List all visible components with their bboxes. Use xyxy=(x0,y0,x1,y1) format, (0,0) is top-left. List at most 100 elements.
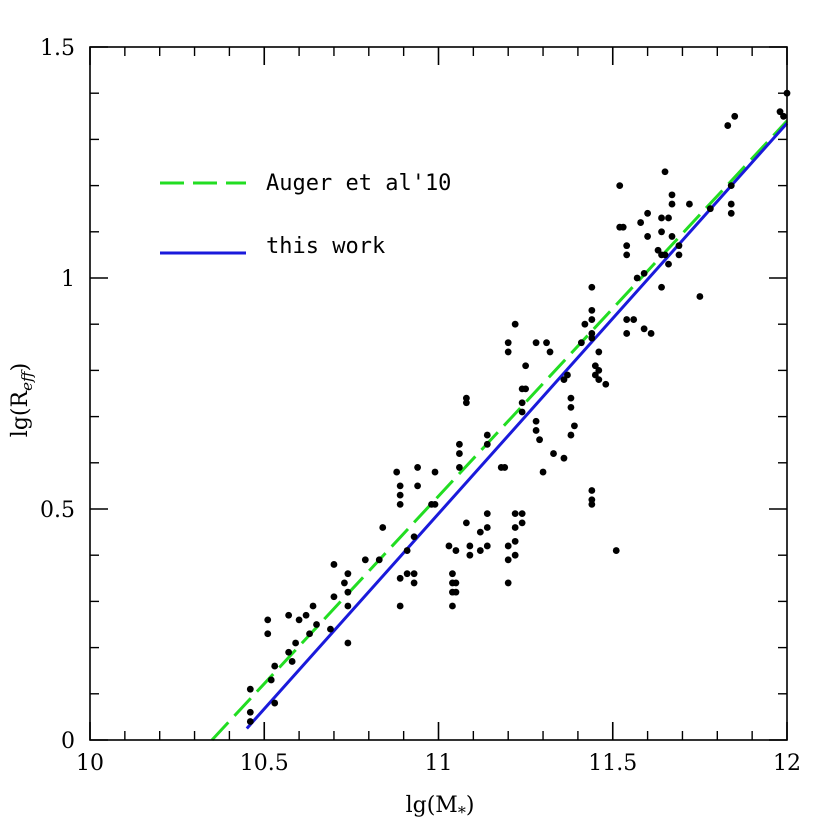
data-point xyxy=(452,547,460,554)
fit-line-this-work xyxy=(245,122,789,730)
data-point xyxy=(665,214,672,222)
data-point xyxy=(640,325,648,333)
fit-line-auger xyxy=(210,119,789,742)
data-point xyxy=(264,630,272,638)
x-tick-label: 10.5 xyxy=(240,751,289,776)
data-point xyxy=(483,510,491,518)
data-point xyxy=(449,570,456,578)
data-point xyxy=(571,422,578,430)
data-point xyxy=(550,450,557,457)
data-point xyxy=(612,547,620,554)
data-point xyxy=(511,510,519,518)
data-point xyxy=(668,200,676,208)
data-point xyxy=(462,399,470,407)
data-point xyxy=(661,251,669,259)
data-point xyxy=(431,468,439,476)
data-point xyxy=(511,524,519,531)
data-point xyxy=(658,214,665,222)
data-point xyxy=(595,348,603,356)
data-point xyxy=(623,330,631,337)
data-point xyxy=(393,468,401,476)
data-point xyxy=(264,616,272,624)
data-point xyxy=(668,191,676,199)
data-point xyxy=(344,602,352,610)
y-axis-label: lg(Reff) xyxy=(8,363,36,437)
legend-label-auger: Auger et al'10 xyxy=(266,171,451,196)
data-point xyxy=(246,718,254,725)
x-tick-label: 12 xyxy=(773,751,801,776)
data-point xyxy=(665,260,672,268)
data-point xyxy=(483,524,491,531)
data-point xyxy=(647,330,655,337)
data-point xyxy=(588,487,596,494)
data-point xyxy=(288,658,296,665)
data-point xyxy=(396,482,404,490)
data-point xyxy=(466,542,474,550)
data-point xyxy=(285,648,293,656)
data-point xyxy=(696,293,704,300)
data-point xyxy=(581,320,589,328)
data-point xyxy=(577,339,585,347)
data-point xyxy=(543,339,550,347)
data-point xyxy=(504,339,512,347)
x-axis-label: lg(M*) xyxy=(406,793,475,822)
data-point xyxy=(522,362,530,370)
data-point xyxy=(595,376,603,384)
data-point xyxy=(546,348,554,356)
data-point xyxy=(341,579,348,587)
data-point xyxy=(501,464,509,471)
data-point xyxy=(449,602,456,610)
data-point xyxy=(403,570,411,578)
data-point xyxy=(313,621,320,628)
data-point xyxy=(483,431,491,439)
data-point xyxy=(483,440,491,448)
data-point xyxy=(511,537,519,545)
data-point xyxy=(306,630,313,638)
data-point xyxy=(476,528,484,536)
data-point xyxy=(623,251,631,259)
plot-frame xyxy=(89,46,788,741)
y-tick-label: 0 xyxy=(61,729,75,754)
data-point xyxy=(309,602,317,610)
data-point xyxy=(518,399,526,407)
data-point xyxy=(591,371,599,379)
data-point xyxy=(396,491,404,499)
data-point xyxy=(776,108,784,116)
data-point xyxy=(595,367,603,374)
data-point xyxy=(344,639,352,647)
data-point xyxy=(532,417,540,425)
data-point xyxy=(532,427,540,434)
data-point xyxy=(379,524,387,531)
data-point xyxy=(414,482,421,490)
data-point xyxy=(504,556,512,564)
data-point xyxy=(567,431,575,439)
data-point xyxy=(522,385,530,393)
data-point xyxy=(658,228,665,236)
data-point xyxy=(675,242,683,250)
data-point xyxy=(511,320,519,328)
legend-label-this-work: this work xyxy=(266,234,385,259)
data-point xyxy=(668,233,676,240)
y-tick-label: 1.5 xyxy=(40,36,75,61)
data-point xyxy=(588,283,596,291)
data-point xyxy=(560,376,568,384)
data-point xyxy=(452,588,460,596)
data-point xyxy=(567,394,575,402)
data-point xyxy=(511,551,519,559)
y-tick-label: 1 xyxy=(61,267,75,292)
data-point xyxy=(630,316,638,323)
data-point xyxy=(285,611,293,619)
data-point xyxy=(302,611,310,619)
data-point xyxy=(518,510,526,518)
data-point xyxy=(292,639,300,647)
data-point xyxy=(403,547,411,554)
data-point xyxy=(637,219,645,226)
data-point xyxy=(564,371,571,379)
data-point xyxy=(452,579,460,587)
data-point xyxy=(727,182,735,190)
data-point xyxy=(271,662,279,670)
data-point xyxy=(724,122,732,129)
points-layer xyxy=(246,89,791,725)
data-point xyxy=(445,542,453,550)
